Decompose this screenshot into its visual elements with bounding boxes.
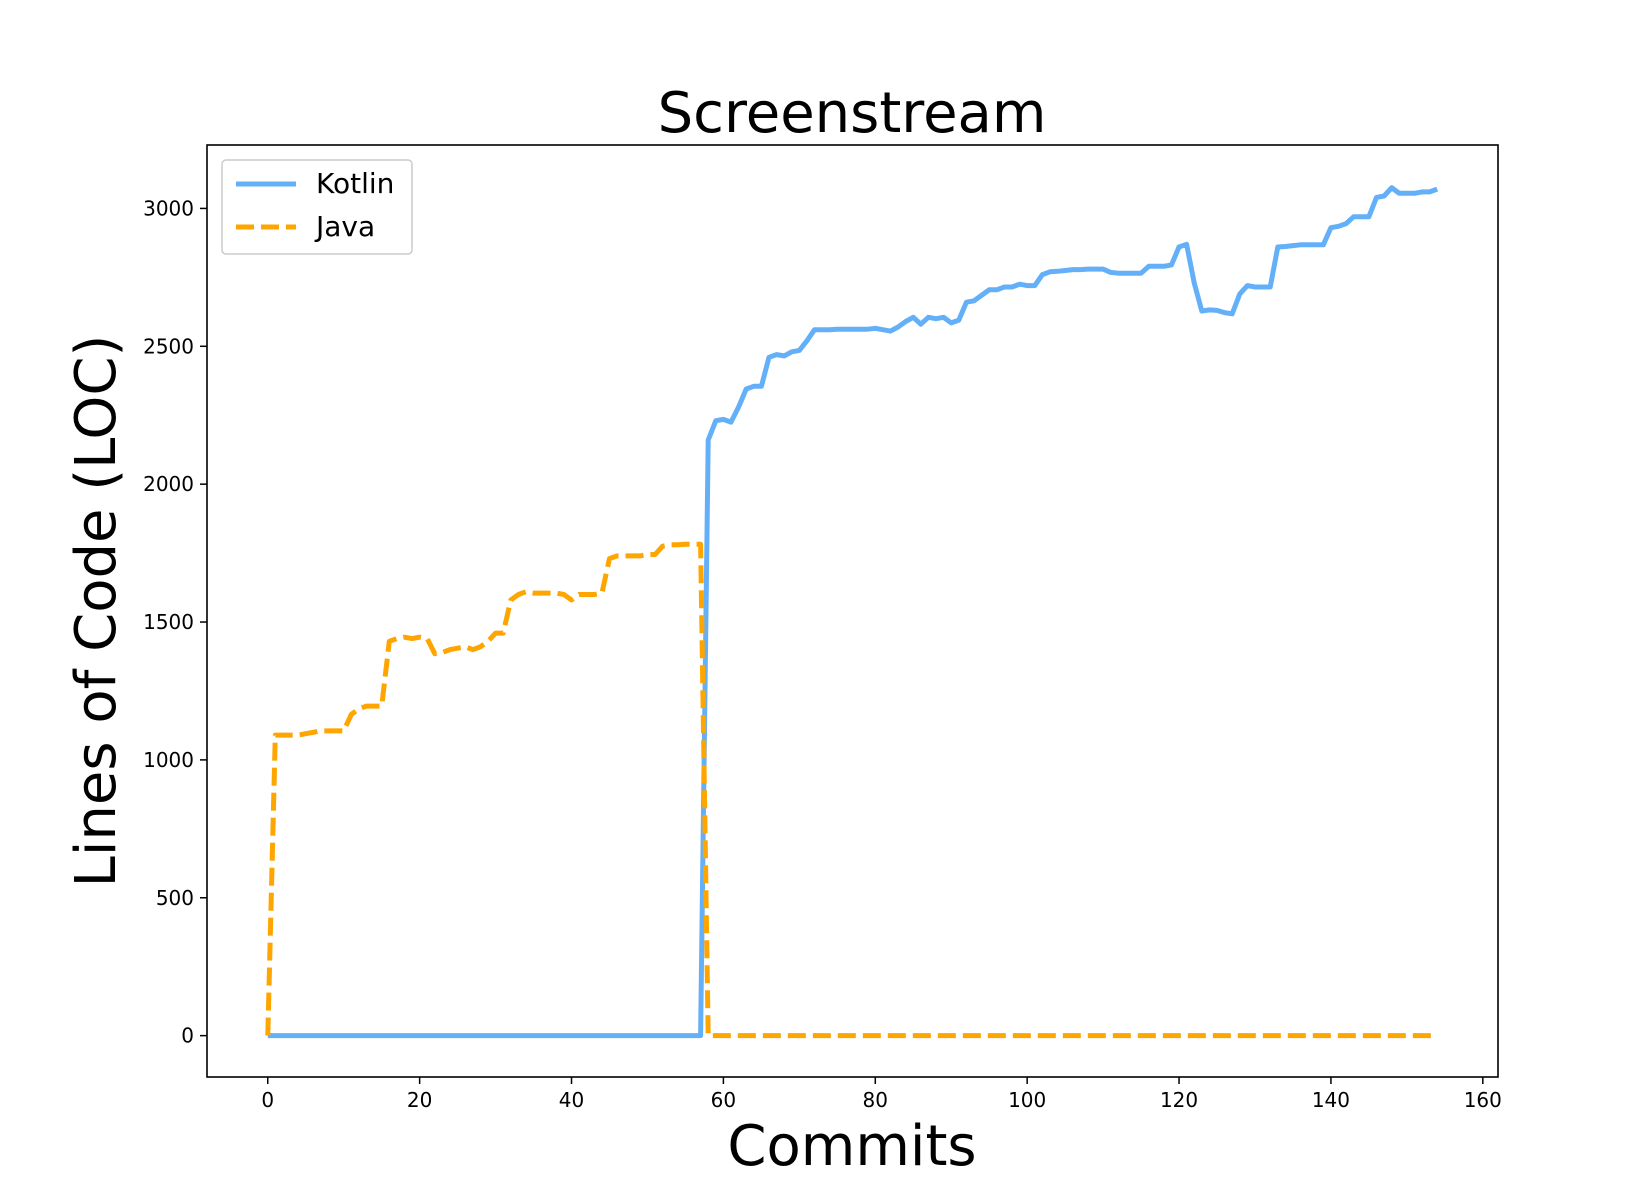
y-axis-label: Lines of Code (LOC) [64, 335, 129, 888]
x-axis-label: Commits [727, 1114, 976, 1179]
x-tick-label: 0 [261, 1088, 274, 1112]
y-tick-label: 3000 [143, 196, 194, 220]
x-axis: 0 20 40 60 80 100 120 140 160 [261, 1077, 1502, 1112]
series-layer [265, 185, 1439, 1039]
series-line-kotlin [267, 185, 1439, 1039]
legend: Kotlin Java [221, 159, 413, 255]
x-tick-label: 100 [1008, 1088, 1046, 1112]
x-tick-label: 60 [711, 1088, 736, 1112]
y-tick-label: 1000 [143, 748, 194, 772]
x-tick-label: 120 [1160, 1088, 1198, 1112]
x-tick-label: 40 [559, 1088, 584, 1112]
y-tick-label: 0 [181, 1024, 194, 1048]
y-tick-label: 1500 [143, 610, 194, 634]
legend-label-java: Java [314, 210, 375, 243]
plot-frame [206, 144, 1499, 1078]
y-axis: 0 500 1000 1500 2000 2500 3000 [143, 196, 207, 1048]
x-tick-label: 160 [1464, 1088, 1502, 1112]
y-tick-label: 500 [156, 886, 194, 910]
series-line-java [265, 541, 1438, 1039]
x-tick-label: 140 [1312, 1088, 1350, 1112]
y-tick-label: 2000 [143, 472, 194, 496]
x-tick-label: 20 [407, 1088, 432, 1112]
chart-title: Screenstream [658, 81, 1047, 146]
x-tick-label: 80 [863, 1088, 888, 1112]
legend-label-kotlin: Kotlin [316, 167, 394, 200]
y-tick-label: 2500 [143, 334, 194, 358]
